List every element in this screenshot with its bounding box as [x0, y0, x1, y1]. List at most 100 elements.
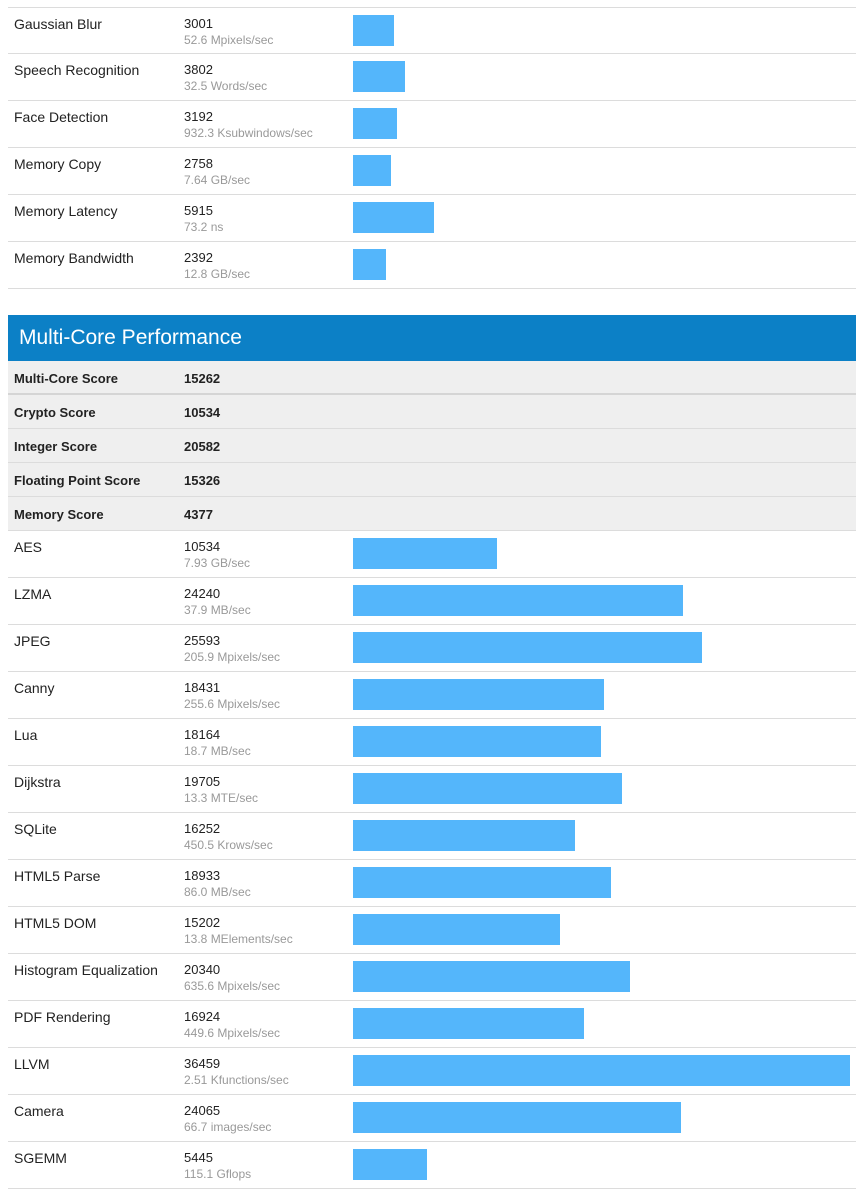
benchmark-bar	[353, 1149, 427, 1180]
benchmark-score: 3192	[184, 109, 213, 124]
benchmark-score: 3001	[184, 16, 213, 31]
benchmark-bar	[353, 202, 434, 233]
benchmark-name: HTML5 DOM	[14, 915, 97, 931]
benchmark-bar	[353, 914, 560, 945]
benchmark-row: Lua 18164 18.7 MB/sec	[8, 719, 856, 766]
benchmark-score: 19705	[184, 774, 221, 789]
benchmark-row: LLVM 36459 2.51 Kfunctions/sec	[8, 1048, 856, 1095]
benchmark-row: JPEG 25593 205.9 Mpixels/sec	[8, 625, 856, 672]
benchmark-unit: 450.5 Krows/sec	[184, 838, 273, 852]
benchmark-score: 25593	[184, 633, 221, 648]
benchmark-score: 16924	[184, 1009, 221, 1024]
benchmark-name: SGEMM	[14, 1150, 67, 1166]
benchmark-name: AES	[14, 539, 43, 555]
benchmark-score: 36459	[184, 1056, 221, 1071]
benchmark-name: PDF Rendering	[14, 1009, 111, 1025]
benchmark-name: Gaussian Blur	[14, 16, 102, 32]
benchmark-bar	[353, 61, 405, 92]
benchmark-row: SQLite 16252 450.5 Krows/sec	[8, 813, 856, 860]
benchmark-bar	[353, 538, 497, 569]
benchmark-name: Memory Copy	[14, 156, 102, 172]
summary-value: 4377	[184, 507, 213, 522]
benchmark-name: Speech Recognition	[14, 62, 140, 78]
benchmark-unit: 7.64 GB/sec	[184, 173, 251, 187]
summary-value: 15326	[184, 473, 221, 488]
summary-row-multi-core-score: Multi-Core Score 15262	[8, 361, 856, 395]
summary-label: Memory Score	[14, 507, 104, 522]
benchmark-score: 5445	[184, 1150, 213, 1165]
benchmark-bar	[353, 15, 394, 46]
benchmark-score: 24240	[184, 586, 221, 601]
benchmark-name: Memory Bandwidth	[14, 250, 134, 266]
benchmark-unit: 255.6 Mpixels/sec	[184, 697, 281, 711]
benchmark-row: LZMA 24240 37.9 MB/sec	[8, 578, 856, 625]
benchmark-unit: 66.7 images/sec	[184, 1120, 272, 1134]
benchmark-row: Memory Latency 5915 73.2 ns	[8, 195, 856, 242]
benchmark-bar	[353, 820, 575, 851]
benchmark-unit: 32.5 Words/sec	[184, 79, 268, 93]
benchmark-unit: 13.8 MElements/sec	[184, 932, 293, 946]
benchmark-unit: 73.2 ns	[184, 220, 224, 234]
benchmark-bar	[353, 1055, 850, 1086]
benchmark-score: 20340	[184, 962, 221, 977]
summary-value: 20582	[184, 439, 221, 454]
benchmark-score: 18431	[184, 680, 221, 695]
benchmark-unit: 7.93 GB/sec	[184, 556, 251, 570]
benchmark-row: Dijkstra 19705 13.3 MTE/sec	[8, 766, 856, 813]
benchmark-row: Face Detection 3192 932.3 Ksubwindows/se…	[8, 101, 856, 148]
benchmark-score: 24065	[184, 1103, 221, 1118]
summary-row-integer-score: Integer Score 20582	[8, 429, 856, 463]
benchmark-score: 10534	[184, 539, 221, 554]
benchmark-row: AES 10534 7.93 GB/sec	[8, 531, 856, 578]
benchmark-bar	[353, 773, 622, 804]
benchmark-results: Gaussian Blur 3001 52.6 Mpixels/sec Spee…	[8, 0, 856, 1189]
summary-row-floating-point-score: Floating Point Score 15326	[8, 463, 856, 497]
benchmark-score: 15202	[184, 915, 221, 930]
benchmark-row: Speech Recognition 3802 32.5 Words/sec	[8, 54, 856, 101]
benchmark-score: 2392	[184, 250, 213, 265]
benchmark-bar	[353, 585, 683, 616]
benchmark-name: Canny	[14, 680, 55, 696]
benchmark-unit: 2.51 Kfunctions/sec	[184, 1073, 289, 1087]
benchmark-bar	[353, 1008, 584, 1039]
benchmark-name: Face Detection	[14, 109, 109, 125]
benchmark-name: HTML5 Parse	[14, 868, 101, 884]
benchmark-name: LZMA	[14, 586, 52, 602]
benchmark-score: 18933	[184, 868, 221, 883]
benchmark-unit: 52.6 Mpixels/sec	[184, 33, 274, 47]
summary-label: Crypto Score	[14, 405, 96, 420]
benchmark-score: 16252	[184, 821, 221, 836]
benchmark-bar	[353, 679, 604, 710]
benchmark-bar	[353, 726, 601, 757]
benchmark-name: Lua	[14, 727, 38, 743]
benchmark-unit: 12.8 GB/sec	[184, 267, 251, 281]
summary-value: 15262	[184, 371, 221, 386]
benchmark-bar	[353, 867, 611, 898]
benchmark-row: Canny 18431 255.6 Mpixels/sec	[8, 672, 856, 719]
benchmark-row: HTML5 DOM 15202 13.8 MElements/sec	[8, 907, 856, 954]
benchmark-unit: 635.6 Mpixels/sec	[184, 979, 281, 993]
benchmark-row: Gaussian Blur 3001 52.6 Mpixels/sec	[8, 7, 856, 54]
benchmark-row: Memory Bandwidth 2392 12.8 GB/sec	[8, 242, 856, 289]
summary-label: Multi-Core Score	[14, 371, 119, 386]
benchmark-name: JPEG	[14, 633, 51, 649]
benchmark-score: 2758	[184, 156, 213, 171]
benchmark-score: 5915	[184, 203, 213, 218]
benchmark-name: Histogram Equalization	[14, 962, 158, 978]
benchmark-bar	[353, 632, 702, 663]
benchmark-score: 18164	[184, 727, 221, 742]
benchmark-name: Memory Latency	[14, 203, 118, 219]
summary-label: Integer Score	[14, 439, 98, 454]
summary-value: 10534	[184, 405, 221, 420]
benchmark-name: Camera	[14, 1103, 64, 1119]
benchmark-name: LLVM	[14, 1056, 50, 1072]
benchmark-unit: 205.9 Mpixels/sec	[184, 650, 281, 664]
benchmark-bar	[353, 155, 391, 186]
multi-core-rows: AES 10534 7.93 GB/sec LZMA 24240 37.9 MB/sec J…	[8, 531, 856, 1189]
benchmark-bar	[353, 108, 397, 139]
section-spacer	[8, 289, 856, 315]
benchmark-unit: 86.0 MB/sec	[184, 885, 251, 899]
benchmark-row: Memory Copy 2758 7.64 GB/sec	[8, 148, 856, 195]
benchmark-unit: 13.3 MTE/sec	[184, 791, 259, 805]
benchmark-row: PDF Rendering 16924 449.6 Mpixels/sec	[8, 1001, 856, 1048]
